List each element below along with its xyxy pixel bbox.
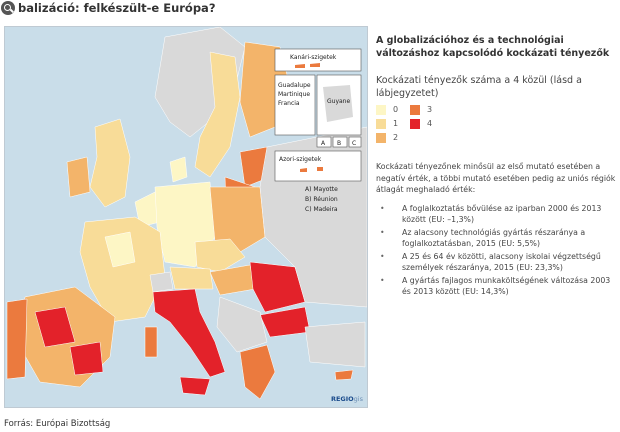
panel-title: A globalizációhoz és a technológiai vált… (376, 35, 610, 59)
legend-title: Kockázati tényezők száma a 4 közül (lásd… (376, 75, 582, 99)
indicator-item: A foglalkoztatás bővülése az iparban 200… (376, 203, 616, 226)
region-austria (169, 266, 214, 290)
region-spain-center (34, 306, 76, 348)
legend-swatch-0 (376, 105, 386, 115)
inset-a-label: A (321, 140, 326, 147)
region-cyprus (334, 369, 354, 381)
region-italy (152, 288, 226, 378)
inset-guadeloupe-label-3: Francia (278, 100, 300, 107)
inset-canary-label: Kanári-szigetek (290, 54, 337, 61)
region-czech-slovakia (194, 238, 246, 273)
region-denmark (169, 156, 188, 183)
legend-swatch-4 (410, 119, 420, 129)
region-ireland (66, 156, 91, 198)
page-title: balizáció: felkészült-e Európa? (18, 1, 216, 15)
choropleth-svg: Kanári-szigetek Guadalupe Martinique Fra… (6, 27, 367, 400)
info-panel: A globalizációhoz és a technológiai vált… (376, 34, 616, 299)
inset-note-a: A) Mayotte (305, 186, 338, 193)
region-sweden (194, 51, 241, 178)
inset-guyane-region (323, 85, 353, 122)
inset-azores (274, 150, 362, 182)
region-greece (239, 344, 276, 400)
legend-swatch-3 (410, 105, 420, 115)
inset-b-box (332, 136, 348, 148)
legend-swatch-1 (376, 119, 386, 129)
inset-c-label: C (352, 140, 356, 147)
inset-guyane-label: Guyane (327, 98, 350, 105)
legend: 0 1 2 3 4 (376, 105, 616, 145)
europe-map[interactable]: Kanári-szigetek Guadalupe Martinique Fra… (4, 26, 368, 408)
region-balkans (216, 296, 268, 353)
legend-swatch-2 (376, 133, 386, 143)
regiogis-logo: REGIOgis (330, 395, 363, 403)
region-sicily (179, 376, 211, 396)
region-sardinia (144, 326, 158, 358)
inset-c-box (348, 136, 362, 148)
top-bar: balizáció: felkészült-e Európa? (0, 0, 620, 24)
risk-description: Kockázati tényezőnek minősül az első mut… (376, 162, 616, 194)
magnifier-icon[interactable] (1, 1, 15, 15)
inset-guadeloupe-label-1: Guadalupe (278, 82, 311, 89)
source-caption: Forrás: Európai Bizottság (4, 419, 111, 429)
inset-azores-label: Azori-szigetek (279, 156, 322, 163)
region-spain-south (69, 341, 104, 376)
inset-canary-regions (295, 63, 320, 68)
region-uk (89, 118, 131, 208)
region-romania (249, 261, 306, 313)
region-france-north (104, 231, 136, 268)
region-portugal (6, 298, 28, 380)
inset-azores-regions (300, 167, 323, 172)
indicator-item: A 25 és 64 év közötti, alacsony iskolai … (376, 251, 616, 274)
inset-b-label: B (337, 140, 341, 147)
indicator-list: A foglalkoztatás bővülése az iparban 200… (376, 203, 616, 298)
indicator-item: A gyártás fajlagos munkaköltségének vált… (376, 275, 616, 298)
inset-a-box (316, 136, 332, 148)
indicator-item: Az alacsony technológiás gyártás részará… (376, 227, 616, 250)
inset-guadeloupe (274, 74, 316, 136)
region-turkey (304, 321, 366, 368)
inset-note-b: B) Réunion (305, 196, 338, 203)
region-france (79, 216, 166, 323)
region-switzerland (149, 271, 174, 293)
inset-note-c: C) Madeira (305, 206, 338, 213)
region-poland (209, 186, 266, 253)
inset-guadeloupe-label-2: Martinique (278, 91, 310, 98)
